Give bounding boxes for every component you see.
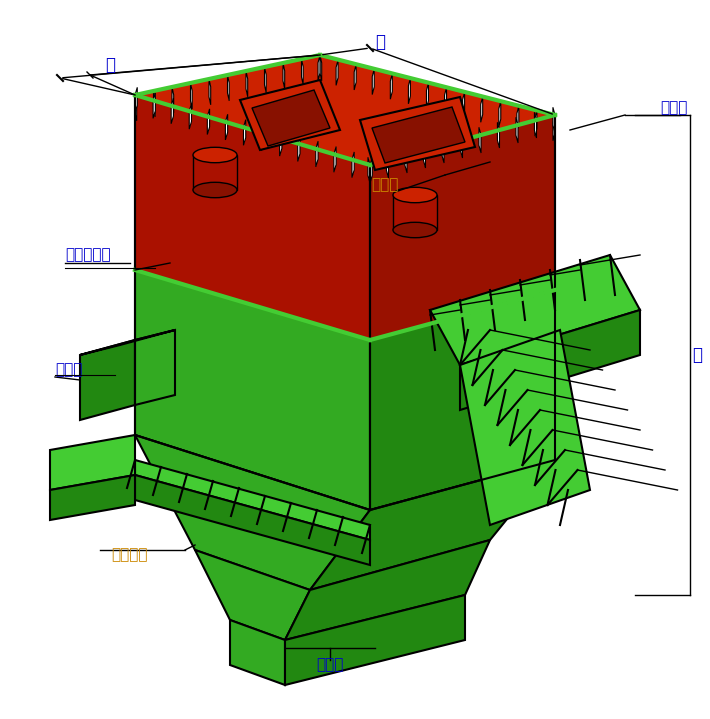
Polygon shape <box>370 290 555 510</box>
Polygon shape <box>334 147 336 173</box>
Polygon shape <box>135 475 370 565</box>
Polygon shape <box>190 104 192 129</box>
Polygon shape <box>207 109 209 134</box>
Bar <box>193 155 237 190</box>
Polygon shape <box>372 69 374 95</box>
Polygon shape <box>246 71 248 97</box>
Text: 进风口: 进风口 <box>55 362 82 377</box>
Polygon shape <box>252 90 330 146</box>
Polygon shape <box>460 330 590 525</box>
Polygon shape <box>517 106 519 132</box>
Polygon shape <box>405 147 407 173</box>
Polygon shape <box>318 55 320 81</box>
Polygon shape <box>316 141 318 167</box>
Polygon shape <box>244 119 246 145</box>
Polygon shape <box>261 125 264 151</box>
Ellipse shape <box>193 183 237 198</box>
Polygon shape <box>240 80 340 150</box>
Polygon shape <box>386 152 388 178</box>
Polygon shape <box>368 157 370 183</box>
Polygon shape <box>135 95 137 121</box>
Polygon shape <box>444 87 447 113</box>
Polygon shape <box>427 83 428 109</box>
Text: 脉冲阀: 脉冲阀 <box>660 101 687 116</box>
Ellipse shape <box>193 147 237 162</box>
Polygon shape <box>135 330 175 405</box>
Polygon shape <box>230 620 285 685</box>
Polygon shape <box>135 270 370 510</box>
Polygon shape <box>135 87 137 113</box>
Polygon shape <box>153 91 155 116</box>
Text: 长: 长 <box>375 33 385 51</box>
Ellipse shape <box>393 222 437 238</box>
Polygon shape <box>553 115 555 141</box>
Polygon shape <box>80 330 175 355</box>
Polygon shape <box>370 115 555 340</box>
Text: 出风口: 出风口 <box>317 657 344 672</box>
Text: 离线气动阀: 离线气动阀 <box>65 247 111 262</box>
Polygon shape <box>479 127 481 153</box>
Polygon shape <box>516 117 518 143</box>
Polygon shape <box>302 59 303 85</box>
Polygon shape <box>297 136 300 162</box>
Polygon shape <box>283 63 285 89</box>
Polygon shape <box>190 83 192 109</box>
Polygon shape <box>499 101 501 127</box>
Polygon shape <box>535 112 537 138</box>
Polygon shape <box>352 152 354 178</box>
Polygon shape <box>463 92 464 118</box>
Polygon shape <box>172 87 174 113</box>
Polygon shape <box>423 142 425 168</box>
Polygon shape <box>171 98 173 124</box>
Polygon shape <box>50 475 135 520</box>
Polygon shape <box>370 157 372 183</box>
Polygon shape <box>481 96 483 122</box>
Polygon shape <box>430 255 640 365</box>
Text: 爬梯走道: 爬梯走道 <box>111 547 148 562</box>
Polygon shape <box>408 78 410 104</box>
Polygon shape <box>209 79 211 105</box>
Polygon shape <box>442 137 444 163</box>
Polygon shape <box>460 310 640 410</box>
Polygon shape <box>135 435 370 590</box>
Polygon shape <box>360 97 475 170</box>
Polygon shape <box>498 122 500 148</box>
Polygon shape <box>310 460 555 590</box>
Polygon shape <box>285 540 490 640</box>
Polygon shape <box>135 55 555 165</box>
Polygon shape <box>80 340 135 420</box>
Polygon shape <box>280 130 282 156</box>
Bar <box>393 195 437 230</box>
Ellipse shape <box>393 188 437 203</box>
Text: 检修门: 检修门 <box>371 178 399 193</box>
Polygon shape <box>535 111 537 136</box>
Polygon shape <box>391 73 393 99</box>
Polygon shape <box>225 114 228 140</box>
Polygon shape <box>135 95 370 340</box>
Polygon shape <box>372 107 465 163</box>
Text: 宽: 宽 <box>105 56 115 74</box>
Polygon shape <box>285 595 465 685</box>
Polygon shape <box>265 67 266 93</box>
Polygon shape <box>553 107 555 133</box>
Polygon shape <box>153 93 155 119</box>
Polygon shape <box>336 60 338 86</box>
Polygon shape <box>320 55 322 81</box>
Text: 高: 高 <box>692 346 702 364</box>
Polygon shape <box>50 435 135 490</box>
Polygon shape <box>135 460 370 540</box>
Polygon shape <box>354 64 356 90</box>
Polygon shape <box>227 75 229 101</box>
Polygon shape <box>195 550 310 640</box>
Polygon shape <box>460 132 462 158</box>
